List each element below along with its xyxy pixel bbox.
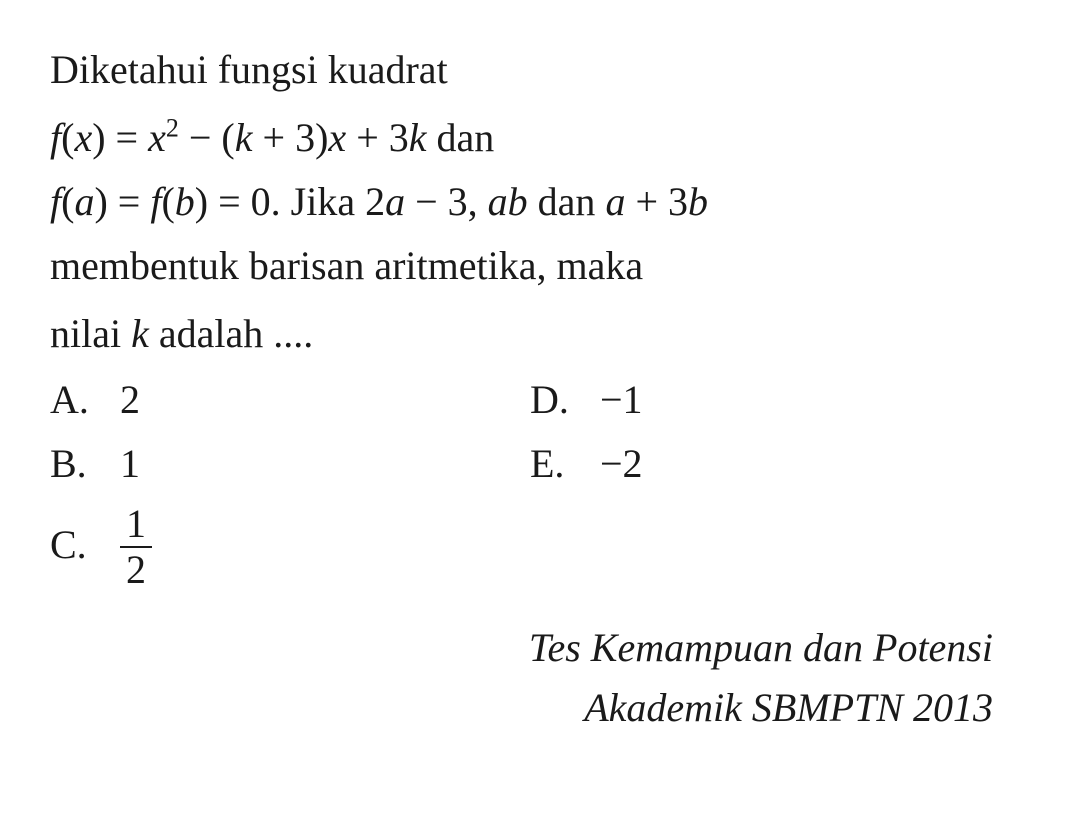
fa-paren: (: [61, 179, 74, 224]
source-line-2: Akademik SBMPTN 2013: [50, 678, 993, 738]
nilai-suffix: adalah ....: [149, 311, 313, 356]
fx-f: f: [50, 115, 61, 160]
question-line-3: membentuk barisan aritmetika, maka: [50, 236, 1023, 296]
source-line-1: Tes Kemampuan dan Potensi: [50, 618, 993, 678]
b2: b: [688, 179, 708, 224]
option-a-value: 2: [120, 372, 140, 428]
option-d-label: D.: [530, 372, 600, 428]
sup-2: 2: [166, 114, 179, 143]
option-a-label: A.: [50, 372, 120, 428]
option-c: C. 1 2: [50, 500, 530, 590]
k1: k: [235, 115, 253, 160]
k-var: k: [131, 311, 149, 356]
a1: a: [385, 179, 405, 224]
option-c-numerator: 1: [120, 504, 152, 548]
options-container: A. 2 B. 1 C. 1 2 D. −1 E. −2: [50, 372, 1023, 598]
nilai-prefix: nilai: [50, 311, 131, 356]
option-d-value: −1: [600, 372, 643, 428]
fb-f: f: [150, 179, 161, 224]
option-c-fraction: 1 2: [120, 504, 152, 590]
option-b-label: B.: [50, 436, 120, 492]
a2: a: [605, 179, 625, 224]
dan-1: dan: [437, 115, 495, 160]
dan-2: dan: [538, 179, 606, 224]
ab: ab: [488, 179, 528, 224]
minus3: − 3,: [405, 179, 488, 224]
equation-line-1: f(x) = x2 − (k + 3)x + 3k dan: [50, 108, 1023, 168]
space-dan2: [528, 179, 538, 224]
fb-paren: (: [161, 179, 174, 224]
fa-eq: ) =: [94, 179, 150, 224]
options-right-column: D. −1 E. −2: [530, 372, 1023, 598]
question-intro: Diketahui fungsi kuadrat: [50, 40, 1023, 100]
fx-paren: (: [61, 115, 74, 160]
plus3: + 3): [253, 115, 329, 160]
options-left-column: A. 2 B. 1 C. 1 2: [50, 372, 530, 598]
minus-paren: − (: [179, 115, 235, 160]
plus3b-p: + 3: [625, 179, 688, 224]
x-var: x: [148, 115, 166, 160]
k2: k: [409, 115, 427, 160]
option-c-denominator: 2: [120, 548, 152, 590]
option-b-value: 1: [120, 436, 140, 492]
fx-eq: ) =: [92, 115, 148, 160]
fb-eq: ) = 0. Jika 2: [195, 179, 385, 224]
fb-b: b: [175, 179, 195, 224]
fa-f: f: [50, 179, 61, 224]
option-e: E. −2: [530, 436, 1023, 492]
equation-line-2: f(a) = f(b) = 0. Jika 2a − 3, ab dan a +…: [50, 172, 1023, 232]
option-c-label: C.: [50, 517, 120, 573]
x2: x: [328, 115, 346, 160]
source-attribution: Tes Kemampuan dan Potensi Akademik SBMPT…: [50, 618, 1023, 738]
option-a: A. 2: [50, 372, 530, 428]
space-dan: [427, 115, 437, 160]
plus3k-p: + 3: [346, 115, 409, 160]
option-e-value: −2: [600, 436, 643, 492]
option-d: D. −1: [530, 372, 1023, 428]
question-line-4: nilai k adalah ....: [50, 304, 1023, 364]
option-e-label: E.: [530, 436, 600, 492]
fa-a: a: [74, 179, 94, 224]
fx-x: x: [74, 115, 92, 160]
option-b: B. 1: [50, 436, 530, 492]
